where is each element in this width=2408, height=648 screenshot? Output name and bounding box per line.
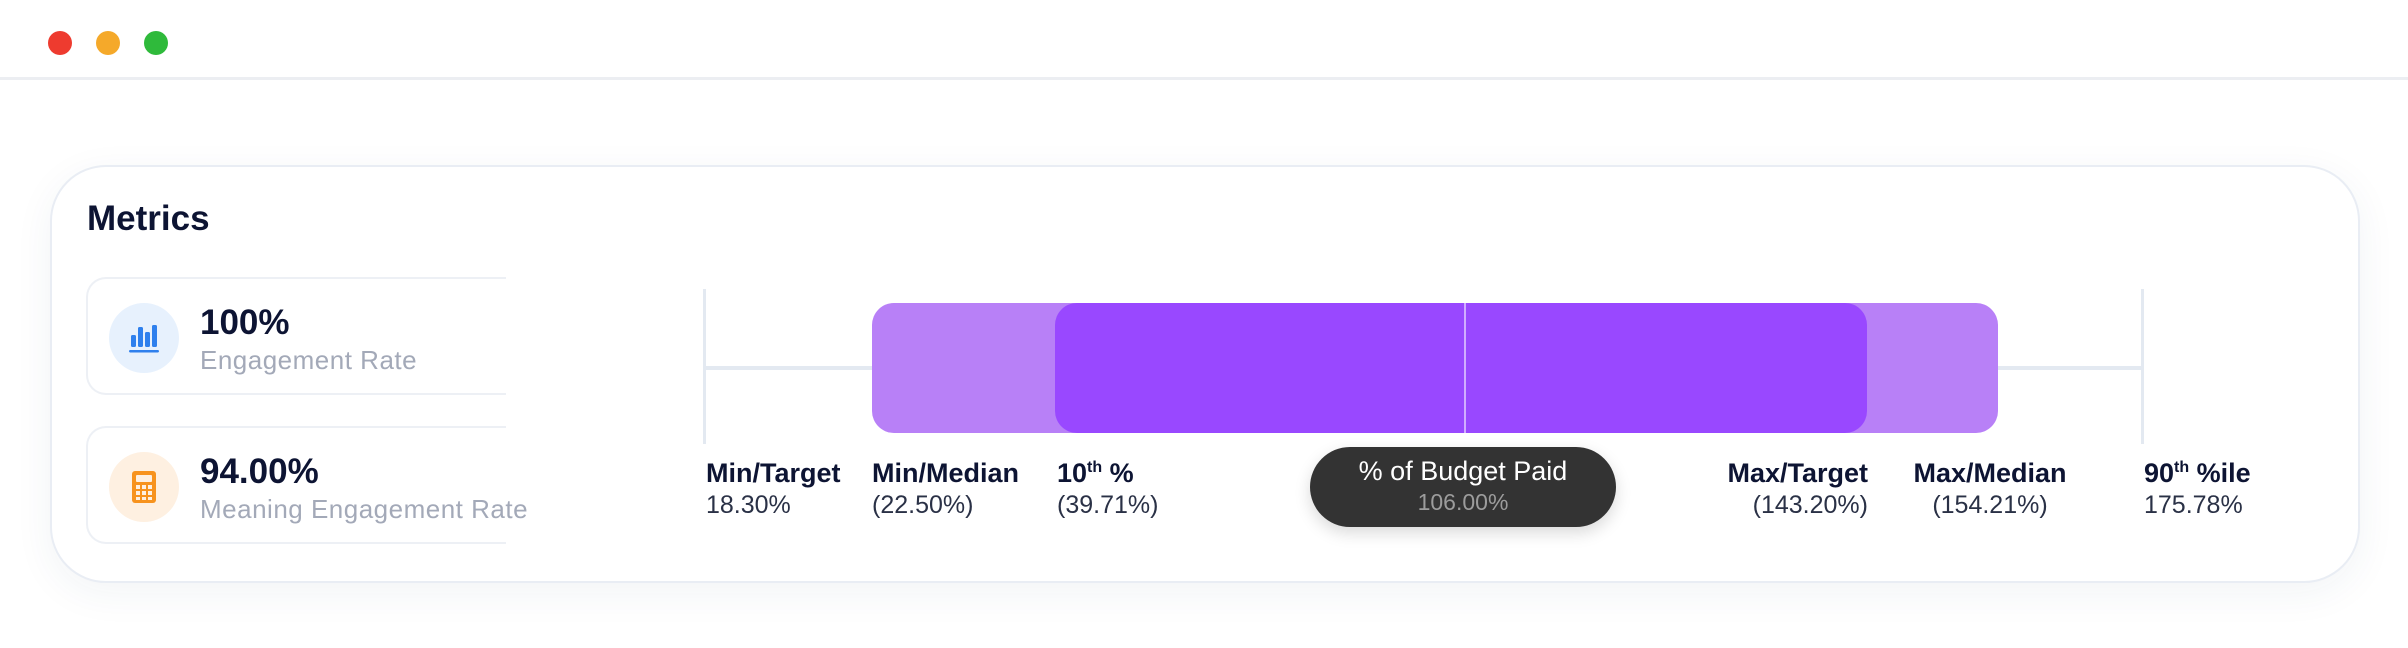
min-median-label: Min/Median (22.50%) — [872, 458, 1019, 520]
p10-label: 10th % (39.71%) — [1057, 458, 1158, 520]
budget-paid-tooltip: % of Budget Paid 106.00% — [1310, 447, 1616, 527]
min-target-value: 18.30% — [706, 491, 791, 519]
metric-label: Engagement Rate — [200, 345, 418, 375]
min-median-title: Min/Median — [872, 458, 1019, 488]
range-track-left — [703, 366, 878, 370]
metric-value: 100% — [200, 303, 290, 342]
p90-title: 90th %ile — [2144, 458, 2251, 488]
range-track-right — [1992, 366, 2142, 370]
range-end-tick — [2141, 289, 2144, 444]
min-target-label: Min/Target 18.30% — [706, 458, 841, 520]
p90-value: 175.78% — [2144, 491, 2243, 519]
tooltip-value: 106.00% — [1417, 489, 1509, 515]
target-range-band[interactable] — [1055, 303, 1867, 433]
metric-engagement-rate: 100% Engagement Rate — [86, 277, 506, 395]
minimize-window-button[interactable] — [96, 31, 120, 55]
max-median-label: Max/Median (154.21%) — [1904, 458, 2076, 520]
metric-label: Meaning Engagement Rate — [200, 494, 529, 524]
tooltip-title: % of Budget Paid — [1358, 456, 1568, 486]
min-target-title: Min/Target — [706, 458, 841, 488]
calculator-icon — [109, 452, 179, 522]
window-titlebar — [0, 0, 2408, 80]
budget-paid-marker — [1464, 303, 1466, 433]
p10-title: 10th % — [1057, 458, 1134, 488]
metric-value: 94.00% — [200, 452, 319, 491]
metric-meaning-engagement-rate: 94.00% Meaning Engagement Rate — [86, 426, 528, 544]
max-median-value: (154.21%) — [1932, 491, 2048, 519]
bar-chart-icon — [109, 303, 179, 373]
min-median-value: (22.50%) — [872, 491, 974, 519]
max-median-title: Max/Median — [1913, 458, 2067, 488]
max-target-title: Max/Target — [1727, 458, 1868, 488]
p90-label: 90th %ile 175.78% — [2144, 458, 2251, 520]
max-target-label: Max/Target (143.20%) — [1712, 458, 1868, 520]
max-target-value: (143.20%) — [1752, 491, 1868, 519]
maximize-window-button[interactable] — [144, 31, 168, 55]
card-title: Metrics — [87, 199, 210, 238]
p10-value: (39.71%) — [1057, 491, 1159, 519]
metrics-card: Metrics 100% Engagement Rate — [50, 165, 2360, 583]
close-window-button[interactable] — [48, 31, 72, 55]
